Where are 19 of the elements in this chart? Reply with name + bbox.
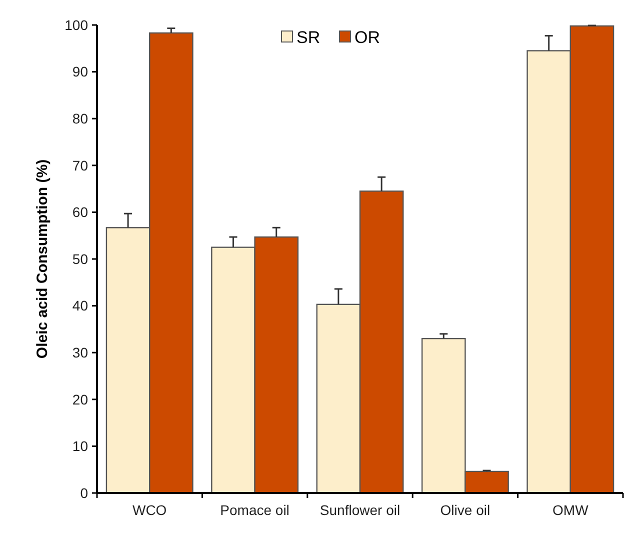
y-tick-label: 50 <box>72 250 88 267</box>
y-tick-label: 100 <box>64 16 88 33</box>
y-tick-label: 0 <box>80 484 88 501</box>
x-tick-label: WCO <box>132 502 167 518</box>
legend-label: SR <box>296 28 320 47</box>
y-tick-label: 90 <box>72 64 88 80</box>
legend-label: OR <box>354 28 380 47</box>
y-tick-label: 60 <box>72 204 88 220</box>
y-tick-label: 30 <box>72 344 88 360</box>
x-tick-label: Olive oil <box>440 502 490 518</box>
y-tick-label: 20 <box>72 391 88 408</box>
x-tick-label: Pomace oil <box>220 502 290 518</box>
y-tick-label: 40 <box>72 298 88 314</box>
y-axis-title: Oleic acid Consumption (%) <box>34 159 51 359</box>
x-tick-label: Sunflower oil <box>320 502 400 518</box>
x-tick-label: OMW <box>552 502 590 518</box>
y-tick-label: 10 <box>72 438 88 454</box>
y-tick-label: 80 <box>72 110 88 126</box>
y-tick-label: 70 <box>72 157 88 174</box>
